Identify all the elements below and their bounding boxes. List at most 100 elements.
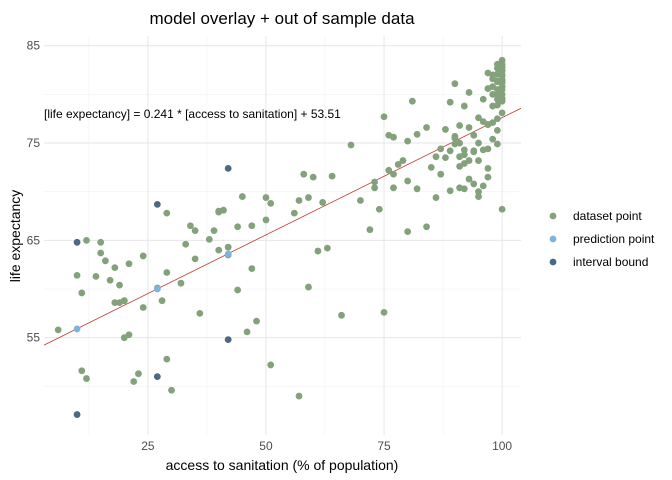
dataset-point-marker: [319, 199, 327, 206]
legend-label-dataset-point: dataset point: [573, 209, 642, 223]
dataset-point-marker: [295, 197, 303, 204]
dataset-point-marker: [347, 141, 355, 149]
dataset-point-marker: [305, 283, 312, 291]
prediction-point-marker: [224, 250, 232, 258]
dataset-point-marker: [437, 170, 445, 178]
dataset-point-marker: [498, 60, 506, 68]
y-axis-label: life expectancy: [7, 190, 23, 283]
dataset-point-marker: [125, 331, 133, 339]
dataset-point-marker: [498, 67, 506, 75]
dataset-point-marker: [139, 252, 147, 260]
dataset-point-marker: [187, 222, 194, 230]
dataset-point-marker: [498, 205, 506, 213]
dataset-point-marker: [248, 222, 256, 230]
dataset-point-marker: [498, 94, 506, 102]
dataset-point-marker: [493, 140, 501, 148]
dataset-point-marker: [196, 309, 204, 317]
prediction-point-marker: [153, 285, 161, 293]
dataset-point-marker: [465, 175, 473, 183]
dataset-point-marker: [413, 185, 421, 193]
legend-label-interval-bound: interval bound: [573, 255, 648, 269]
legend-key-interval-bound: [549, 258, 557, 266]
dataset-point-marker: [465, 89, 473, 96]
dataset-point-marker: [479, 95, 487, 103]
dataset-point-marker: [357, 197, 364, 204]
dataset-point-marker: [163, 269, 171, 276]
dataset-point-marker: [243, 328, 251, 336]
dataset-point-marker: [295, 392, 303, 400]
dataset-point-marker: [475, 193, 482, 200]
legend-label-prediction-point: prediction point: [573, 232, 655, 246]
dataset-point-marker: [498, 79, 506, 87]
dataset-point-marker: [139, 304, 147, 311]
dataset-point-marker: [408, 97, 416, 105]
interval-bound-marker: [224, 336, 232, 344]
dataset-point-marker: [442, 154, 449, 162]
dataset-point-marker: [238, 193, 246, 200]
dataset-point-marker: [390, 133, 397, 141]
dataset-point-marker: [446, 147, 454, 155]
dataset-point-marker: [111, 264, 119, 272]
dataset-point-marker: [191, 227, 199, 235]
x-tick-label: 25: [141, 439, 155, 453]
dataset-point-marker: [380, 113, 388, 121]
dataset-point-marker: [267, 361, 275, 369]
dataset-point-marker: [248, 265, 256, 272]
dataset-point-marker: [413, 130, 421, 138]
dataset-point-marker: [106, 276, 114, 284]
dataset-point-marker: [163, 355, 171, 363]
dataset-point-marker: [73, 272, 81, 279]
dataset-point-marker: [498, 86, 506, 93]
dataset-point-marker: [309, 173, 317, 181]
legend-key-dataset-point: [549, 212, 557, 220]
dataset-point-marker: [262, 216, 270, 224]
dataset-point-marker: [101, 257, 109, 265]
dataset-point-marker: [423, 124, 430, 131]
prediction-point-marker: [73, 325, 81, 333]
legend: dataset point prediction point interval bo…: [549, 209, 655, 269]
dataset-point-marker: [390, 170, 397, 178]
dataset-point-marker: [437, 145, 445, 153]
regression-line-layer: [43, 107, 522, 346]
dataset-point-marker: [475, 157, 482, 164]
dataset-point-marker: [451, 134, 459, 142]
x-tick-label: 100: [492, 439, 512, 453]
dataset-point-marker: [404, 137, 412, 145]
dataset-point-marker: [371, 184, 378, 192]
dataset-point-marker: [484, 145, 492, 153]
dataset-point-marker: [300, 170, 308, 178]
dataset-point-marker: [489, 119, 497, 127]
dataset-point-marker: [451, 80, 459, 88]
dataset-point-marker: [328, 172, 336, 180]
dataset-point-marker: [423, 223, 430, 231]
dataset-point-marker: [465, 124, 473, 131]
dataset-point-marker: [475, 188, 482, 196]
dataset-point-marker: [366, 226, 374, 234]
dataset-point-marker: [120, 297, 128, 305]
dataset-point-marker: [314, 247, 322, 255]
dataset-point-marker: [493, 101, 501, 109]
x-tick-label: 50: [259, 439, 273, 453]
dataset-point-marker: [489, 90, 497, 98]
dataset-point-marker: [97, 238, 105, 246]
dataset-point-marker: [83, 236, 90, 244]
dataset-point-marker: [130, 378, 138, 385]
interval-bound-marker: [73, 411, 81, 418]
dataset-point-marker: [456, 139, 464, 147]
dataset-point-marker: [234, 223, 242, 231]
dataset-point-marker: [432, 194, 440, 201]
dataset-point-marker: [375, 205, 383, 213]
dataset-point-marker: [267, 199, 275, 207]
dataset-point-marker: [116, 281, 123, 289]
dataset-point-marker: [470, 180, 478, 188]
dataset-point-marker: [262, 194, 270, 201]
dataset-point-marker: [475, 114, 482, 122]
y-tick-label: 55: [27, 331, 41, 345]
dataset-point-marker: [399, 157, 407, 164]
dataset-point-marker: [493, 126, 501, 134]
dataset-point-marker: [220, 206, 227, 214]
dataset-point-marker: [290, 209, 298, 217]
dataset-point-marker: [460, 185, 468, 193]
data-points: [54, 56, 506, 418]
